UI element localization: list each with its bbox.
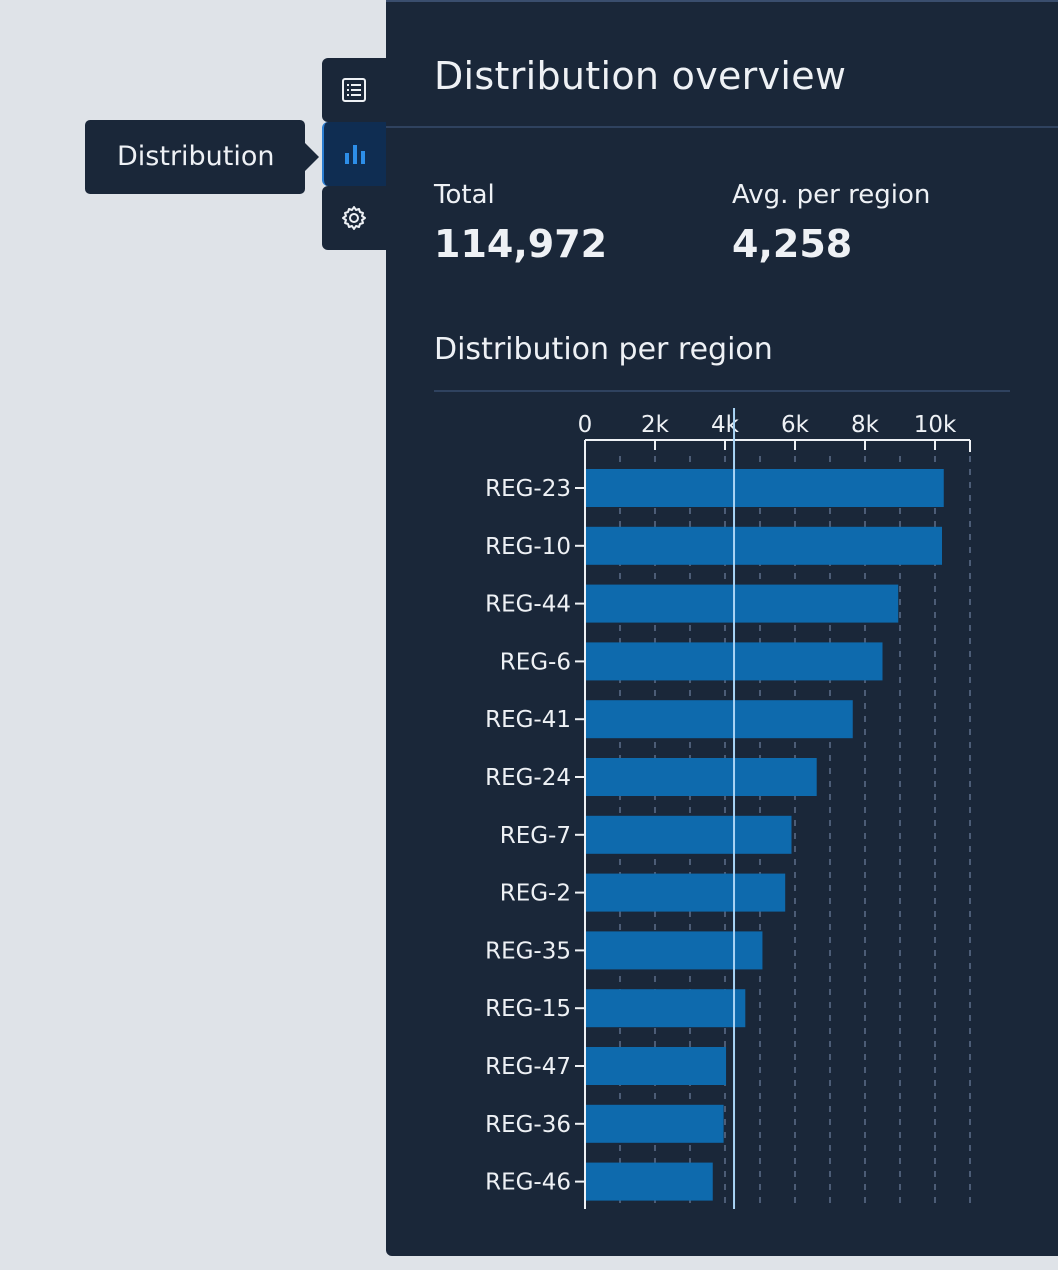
bar bbox=[586, 1047, 727, 1085]
y-tick-label: REG-7 bbox=[500, 823, 571, 849]
x-tick-label: 4k bbox=[711, 412, 740, 438]
x-tick-label: 2k bbox=[641, 412, 670, 438]
stat-label: Total bbox=[434, 180, 495, 210]
y-tick-label: REG-47 bbox=[485, 1054, 571, 1080]
y-tick-label: REG-35 bbox=[485, 938, 571, 964]
list-icon bbox=[341, 77, 367, 103]
y-tick-label: REG-24 bbox=[485, 765, 571, 791]
bar-chart: 0 2k 4k 6k 8k 10k REG-23 REG-10 REG-44 REG-6 REG-4… bbox=[485, 408, 971, 1209]
x-tick-label: 10k bbox=[914, 412, 957, 438]
y-tick-label: REG-10 bbox=[485, 534, 571, 560]
bar bbox=[586, 584, 899, 623]
y-tick-label: REG-44 bbox=[485, 592, 571, 618]
distribution-panel: Distribution overview Total 114,972 Avg.… bbox=[386, 0, 1058, 1256]
y-tick-label: REG-36 bbox=[485, 1112, 571, 1138]
y-tick-label: REG-23 bbox=[485, 476, 571, 502]
bar bbox=[586, 700, 853, 739]
stat-value: 4,258 bbox=[732, 222, 853, 266]
icon-rail bbox=[322, 58, 386, 250]
section-divider bbox=[434, 390, 1010, 392]
settings-button[interactable] bbox=[322, 186, 386, 250]
y-tick-label: REG-41 bbox=[485, 707, 571, 733]
bar bbox=[586, 469, 944, 507]
bar bbox=[586, 873, 786, 912]
section-title: Distribution per region bbox=[434, 332, 773, 367]
y-tick-label: REG-2 bbox=[500, 881, 571, 907]
bar bbox=[586, 815, 792, 854]
x-tick-label: 8k bbox=[851, 412, 880, 438]
stat-label: Avg. per region bbox=[732, 180, 931, 210]
bar bbox=[586, 1104, 724, 1143]
bar bbox=[586, 989, 746, 1028]
y-tick-label: REG-15 bbox=[485, 996, 571, 1022]
x-tick-label: 0 bbox=[578, 412, 593, 438]
distribution-button[interactable] bbox=[322, 122, 386, 186]
tooltip-distribution: Distribution bbox=[85, 120, 319, 194]
y-tick-label: REG-6 bbox=[500, 649, 571, 675]
bar bbox=[586, 1162, 713, 1201]
bar bbox=[586, 526, 942, 565]
y-tick-label: REG-46 bbox=[485, 1170, 571, 1196]
stat-total: Total 114,972 bbox=[434, 180, 607, 266]
list-view-button[interactable] bbox=[322, 58, 386, 122]
bar bbox=[586, 931, 763, 970]
stat-average: Avg. per region 4,258 bbox=[732, 180, 930, 266]
panel-title: Distribution overview bbox=[434, 54, 847, 98]
bar-chart-icon bbox=[342, 141, 368, 167]
panel-header bbox=[386, 2, 1058, 128]
bar bbox=[586, 758, 817, 796]
x-tick-label: 6k bbox=[781, 412, 810, 438]
stat-value: 114,972 bbox=[434, 222, 608, 266]
gear-icon bbox=[340, 204, 368, 232]
